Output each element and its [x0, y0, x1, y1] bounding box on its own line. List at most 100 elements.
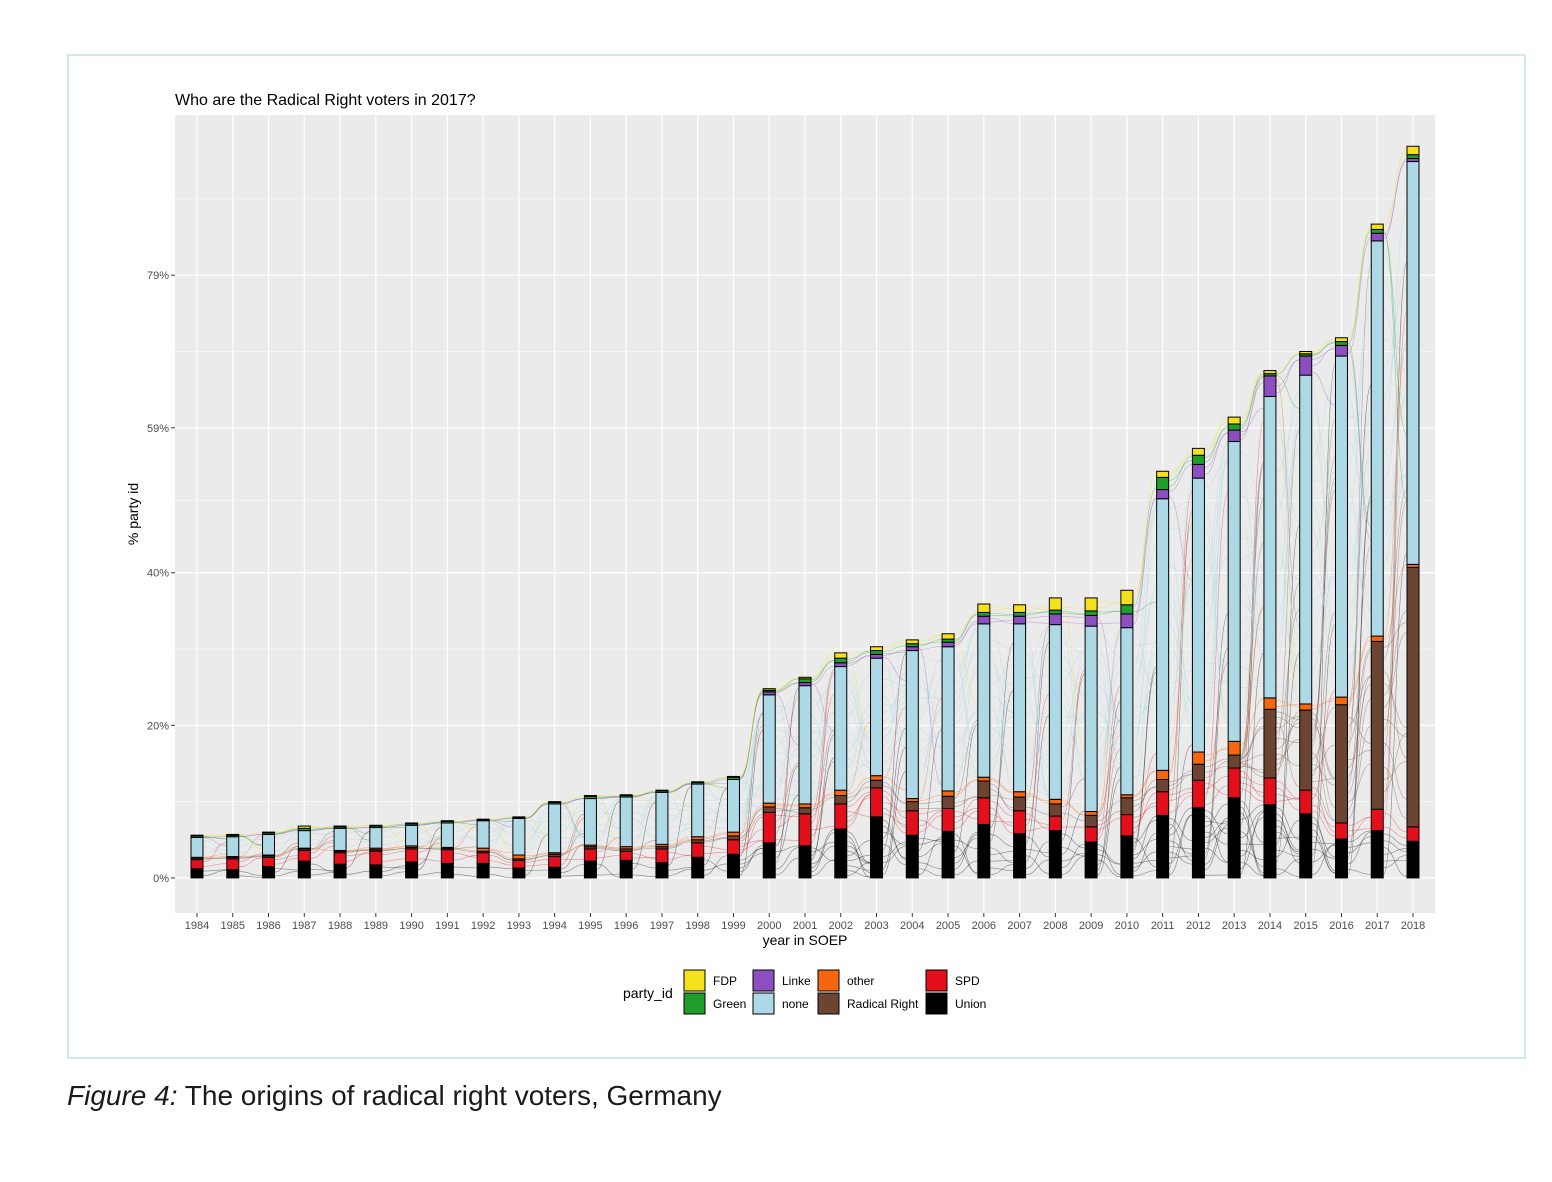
- flow-line: [989, 800, 1014, 817]
- bar-segment-fdp: [655, 789, 669, 792]
- x-tick-label: 1986: [256, 920, 280, 932]
- flow-line: [989, 639, 1014, 650]
- flow-line: [1239, 473, 1265, 633]
- flow-line: [989, 783, 1014, 811]
- flow-line: [739, 738, 764, 824]
- flow-line: [632, 795, 656, 826]
- bar-segment-fdp: [941, 633, 955, 640]
- flow-line: [1204, 662, 1229, 795]
- x-tick-label: 1991: [435, 920, 459, 932]
- bar-segment-none: [1156, 498, 1170, 771]
- flow-line: [1347, 499, 1372, 876]
- legend-label: FDP: [713, 974, 737, 988]
- figure-caption: Figure 4: The origins of radical right v…: [67, 1080, 722, 1112]
- x-tick-label: 2015: [1293, 920, 1317, 932]
- flow-line: [596, 795, 621, 843]
- flow-line: [1204, 824, 1229, 871]
- flow-line: [775, 683, 800, 693]
- flow-line: [1275, 715, 1300, 729]
- bar-segment-other: [798, 803, 812, 809]
- flow-line: [1168, 527, 1193, 532]
- flow-line: [1168, 774, 1193, 782]
- x-tick-label: 2006: [972, 920, 996, 932]
- flow-line: [560, 798, 585, 805]
- bar-segment-green: [1084, 610, 1098, 616]
- flow-line: [810, 656, 835, 678]
- flow-line: [1025, 826, 1050, 832]
- flow-line: [1132, 508, 1157, 754]
- flow-line: [775, 839, 800, 841]
- flow-line: [1383, 631, 1408, 708]
- flow-line: [1097, 711, 1121, 754]
- x-tick-label: 1995: [578, 920, 602, 932]
- flow-line: [596, 845, 621, 848]
- flow-line: [489, 851, 513, 861]
- bar-segment-spd: [1334, 822, 1348, 840]
- flow-line: [739, 847, 764, 869]
- flow-line: [810, 757, 835, 792]
- flow-line: [1097, 859, 1121, 878]
- bar-segment-none: [1120, 627, 1134, 796]
- flow-line: [417, 837, 442, 847]
- flow-line: [1096, 658, 1122, 740]
- flow-line: [918, 676, 943, 784]
- flow-line: [1240, 727, 1265, 760]
- flow-line: [274, 870, 299, 877]
- bar-segment-other: [1227, 740, 1241, 756]
- x-tick-label: 1997: [650, 920, 674, 932]
- x-tick-label: 1993: [507, 920, 531, 932]
- bar-segment-fdp: [512, 816, 526, 819]
- flow-line: [1025, 807, 1050, 815]
- flow-line: [810, 757, 835, 857]
- flow-line: [1240, 373, 1265, 429]
- bar-segment-spd: [1227, 767, 1241, 799]
- flow-line: [953, 637, 978, 704]
- flow-line: [1204, 427, 1229, 458]
- flow-line: [846, 722, 871, 792]
- flow-line: [810, 738, 835, 800]
- flow-line: [882, 704, 907, 710]
- flow-line: [1275, 428, 1300, 523]
- flow-line: [524, 864, 549, 867]
- flow-line: [1311, 363, 1336, 869]
- flow-line: [1275, 371, 1300, 704]
- flow-line: [202, 836, 227, 840]
- bar-segment-green: [977, 611, 991, 617]
- flow-line: [1240, 375, 1265, 426]
- flow-line: [453, 820, 478, 824]
- flow-line: [918, 634, 943, 642]
- flow-line: [882, 695, 907, 749]
- flow-line: [1025, 611, 1050, 616]
- flow-line: [1275, 836, 1300, 839]
- flow-line: [810, 841, 835, 853]
- flow-line: [1240, 806, 1265, 874]
- bar-segment-radical-right: [1120, 797, 1134, 816]
- flow-line: [953, 711, 978, 756]
- flow-line: [954, 839, 978, 850]
- flow-line: [954, 611, 978, 636]
- bar-segment-union: [333, 863, 347, 879]
- flow-line: [953, 728, 978, 776]
- flow-line: [381, 825, 406, 841]
- flow-line: [1061, 802, 1086, 816]
- flow-line: [346, 827, 370, 829]
- flow-line: [1311, 574, 1336, 632]
- flow-line: [953, 673, 978, 725]
- bar-segment-fdp: [1263, 370, 1277, 375]
- flow-line: [989, 847, 1014, 863]
- flow-line: [453, 822, 478, 825]
- bar-segment-spd: [798, 813, 812, 847]
- flow-line: [1239, 505, 1265, 731]
- flow-line: [1132, 487, 1157, 608]
- flow-line: [1275, 716, 1300, 729]
- flow-line: [775, 793, 800, 800]
- flow-line: [1382, 230, 1408, 501]
- flow-line: [775, 847, 800, 870]
- flow-line: [1204, 432, 1229, 476]
- flow-line: [238, 843, 263, 854]
- flow-line: [1275, 711, 1300, 720]
- flow-line: [1061, 664, 1086, 731]
- flow-line: [954, 779, 978, 796]
- flow-line: [810, 674, 835, 750]
- flow-line: [1132, 786, 1157, 807]
